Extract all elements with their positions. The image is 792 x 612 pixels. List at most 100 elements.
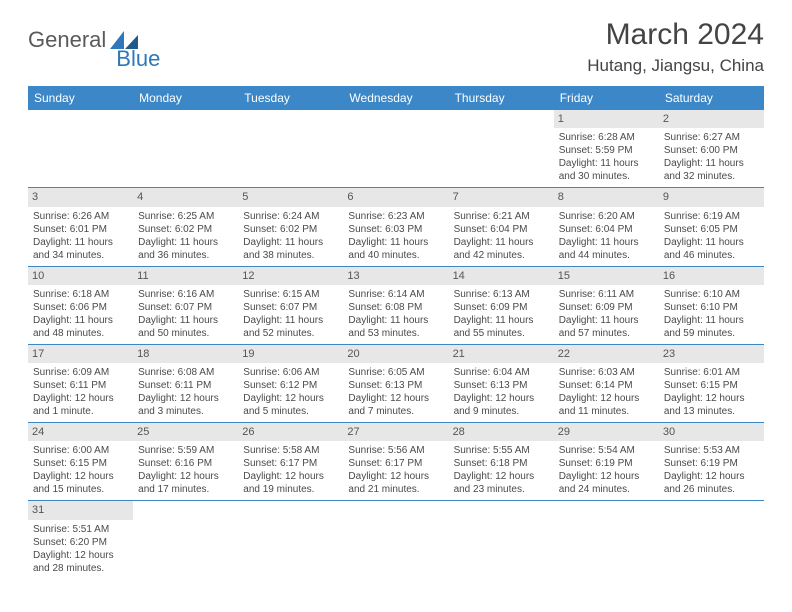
day-number: 18 <box>133 345 238 363</box>
cell-line: Sunrise: 6:14 AM <box>348 288 443 301</box>
cell-line: Daylight: 11 hours <box>348 314 443 327</box>
cell-line: and 28 minutes. <box>33 562 128 575</box>
cell-line: Sunset: 6:01 PM <box>33 223 128 236</box>
cell-line: and 38 minutes. <box>243 249 338 262</box>
cell-line: Sunrise: 6:16 AM <box>138 288 233 301</box>
day-number: 26 <box>238 423 343 441</box>
cell-line: Sunrise: 6:00 AM <box>33 444 128 457</box>
cell-line: Sunrise: 6:09 AM <box>33 366 128 379</box>
cell-line: Daylight: 12 hours <box>559 470 654 483</box>
cell-line: Sunset: 6:20 PM <box>33 536 128 549</box>
cell-line: Daylight: 12 hours <box>243 470 338 483</box>
cell-line: Daylight: 12 hours <box>559 392 654 405</box>
day-number: 21 <box>449 345 554 363</box>
cell-line: and 15 minutes. <box>33 483 128 496</box>
day-number: 3 <box>28 188 133 206</box>
day-header-sat: Saturday <box>659 86 764 110</box>
calendar-cell <box>449 501 554 578</box>
day-number: 24 <box>28 423 133 441</box>
cell-line: Sunrise: 6:03 AM <box>559 366 654 379</box>
cell-line: and 30 minutes. <box>559 170 654 183</box>
logo: General Blue <box>28 18 160 62</box>
calendar-cell <box>133 501 238 578</box>
cell-line: Sunset: 6:04 PM <box>454 223 549 236</box>
day-number: 13 <box>343 267 448 285</box>
day-number: 20 <box>343 345 448 363</box>
cell-line: Daylight: 12 hours <box>138 470 233 483</box>
day-number: 14 <box>449 267 554 285</box>
cell-line: Sunset: 6:12 PM <box>243 379 338 392</box>
cell-line: Sunrise: 6:13 AM <box>454 288 549 301</box>
day-number: 6 <box>343 188 448 206</box>
cell-line: Sunset: 6:15 PM <box>33 457 128 470</box>
calendar-cell: 6Sunrise: 6:23 AMSunset: 6:03 PMDaylight… <box>343 188 448 265</box>
day-number: 16 <box>659 267 764 285</box>
calendar: Sunday Monday Tuesday Wednesday Thursday… <box>28 86 764 579</box>
cell-line: Daylight: 12 hours <box>454 392 549 405</box>
cell-line: Sunset: 6:02 PM <box>138 223 233 236</box>
cell-line: Sunset: 6:11 PM <box>33 379 128 392</box>
cell-line: and 23 minutes. <box>454 483 549 496</box>
cell-line: Sunrise: 6:04 AM <box>454 366 549 379</box>
cell-line: Sunset: 6:09 PM <box>559 301 654 314</box>
cell-line: Daylight: 12 hours <box>243 392 338 405</box>
cell-line: Daylight: 11 hours <box>559 314 654 327</box>
cell-line: Sunrise: 5:53 AM <box>664 444 759 457</box>
week-row: 3Sunrise: 6:26 AMSunset: 6:01 PMDaylight… <box>28 188 764 266</box>
cell-line: Sunrise: 6:27 AM <box>664 131 759 144</box>
cell-line: Daylight: 12 hours <box>138 392 233 405</box>
day-number: 12 <box>238 267 343 285</box>
week-row: 17Sunrise: 6:09 AMSunset: 6:11 PMDayligh… <box>28 345 764 423</box>
calendar-cell: 8Sunrise: 6:20 AMSunset: 6:04 PMDaylight… <box>554 188 659 265</box>
logo-text-blue: Blue <box>116 46 160 72</box>
calendar-cell <box>449 110 554 187</box>
cell-line: and 55 minutes. <box>454 327 549 340</box>
calendar-cell <box>238 501 343 578</box>
calendar-cell: 31Sunrise: 5:51 AMSunset: 6:20 PMDayligh… <box>28 501 133 578</box>
cell-line: Daylight: 11 hours <box>243 314 338 327</box>
calendar-cell: 4Sunrise: 6:25 AMSunset: 6:02 PMDaylight… <box>133 188 238 265</box>
day-number: 30 <box>659 423 764 441</box>
cell-line: Daylight: 12 hours <box>664 392 759 405</box>
calendar-cell: 26Sunrise: 5:58 AMSunset: 6:17 PMDayligh… <box>238 423 343 500</box>
day-number: 15 <box>554 267 659 285</box>
cell-line: Sunset: 6:03 PM <box>348 223 443 236</box>
calendar-cell: 14Sunrise: 6:13 AMSunset: 6:09 PMDayligh… <box>449 267 554 344</box>
calendar-cell: 24 Sunrise: 6:00 AMSunset: 6:15 PMDayligh… <box>28 423 133 500</box>
calendar-cell <box>659 501 764 578</box>
cell-line: Daylight: 11 hours <box>559 157 654 170</box>
cell-line: Sunset: 6:02 PM <box>243 223 338 236</box>
day-number: 10 <box>28 267 133 285</box>
cell-line: Daylight: 12 hours <box>33 392 128 405</box>
cell-line: Sunrise: 6:08 AM <box>138 366 233 379</box>
cell-line: and 44 minutes. <box>559 249 654 262</box>
cell-line: Sunrise: 6:25 AM <box>138 210 233 223</box>
cell-line: Daylight: 12 hours <box>33 470 128 483</box>
header: General Blue March 2024 Hutang, Jiangsu,… <box>0 0 792 82</box>
week-row: 24Sunrise: 6:00 AMSunset: 6:15 PMDayligh… <box>28 423 764 501</box>
location: Hutang, Jiangsu, China <box>587 56 764 76</box>
cell-line: Sunrise: 5:54 AM <box>559 444 654 457</box>
cell-line: Sunset: 6:16 PM <box>138 457 233 470</box>
calendar-cell: 5Sunrise: 6:24 AMSunset: 6:02 PMDaylight… <box>238 188 343 265</box>
calendar-cell <box>343 110 448 187</box>
cell-line: and 19 minutes. <box>243 483 338 496</box>
calendar-cell: 18Sunrise: 6:08 AMSunset: 6:11 PMDayligh… <box>133 345 238 422</box>
cell-line: Daylight: 11 hours <box>243 236 338 249</box>
day-header-wed: Wednesday <box>343 86 448 110</box>
cell-line: Sunset: 6:00 PM <box>664 144 759 157</box>
day-number: 31 <box>28 501 133 519</box>
calendar-cell: 25Sunrise: 5:59 AMSunset: 6:16 PMDayligh… <box>133 423 238 500</box>
day-number: 2 <box>659 110 764 128</box>
calendar-cell: 12Sunrise: 6:15 AMSunset: 6:07 PMDayligh… <box>238 267 343 344</box>
day-number: 9 <box>659 188 764 206</box>
title-block: March 2024 Hutang, Jiangsu, China <box>587 18 764 76</box>
cell-line: and 42 minutes. <box>454 249 549 262</box>
day-number: 11 <box>133 267 238 285</box>
day-header-row: Sunday Monday Tuesday Wednesday Thursday… <box>28 86 764 110</box>
cell-line: Sunrise: 6:19 AM <box>664 210 759 223</box>
day-number: 29 <box>554 423 659 441</box>
day-number: 8 <box>554 188 659 206</box>
cell-line: Sunrise: 6:11 AM <box>559 288 654 301</box>
cell-line: Sunset: 6:07 PM <box>138 301 233 314</box>
